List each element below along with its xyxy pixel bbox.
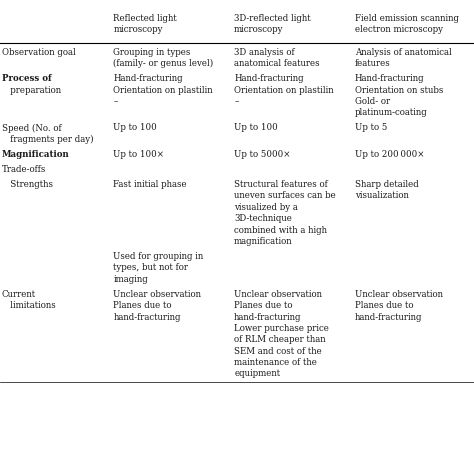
Text: uneven surfaces can be: uneven surfaces can be xyxy=(234,191,336,200)
Text: magnification: magnification xyxy=(234,236,293,245)
Text: Grouping in types: Grouping in types xyxy=(113,48,191,56)
Text: Fast initial phase: Fast initial phase xyxy=(113,180,187,188)
Text: Orientation on plastilin: Orientation on plastilin xyxy=(113,85,213,94)
Text: Current: Current xyxy=(2,289,36,298)
Text: Lower purchase price: Lower purchase price xyxy=(234,323,329,332)
Text: Up to 100: Up to 100 xyxy=(113,123,157,132)
Text: Up to 200 000×: Up to 200 000× xyxy=(355,150,425,158)
Text: Planes due to: Planes due to xyxy=(113,300,172,309)
Text: types, but not for: types, but not for xyxy=(113,263,188,272)
Text: Observation goal: Observation goal xyxy=(2,48,76,56)
Text: Hand-fracturing: Hand-fracturing xyxy=(234,74,304,83)
Text: –: – xyxy=(234,97,238,106)
Text: Unclear observation: Unclear observation xyxy=(355,289,443,298)
Text: anatomical features: anatomical features xyxy=(234,59,320,68)
Text: SEM and cost of the: SEM and cost of the xyxy=(234,346,322,355)
Text: equipment: equipment xyxy=(234,369,280,377)
Text: Gold- or: Gold- or xyxy=(355,97,390,106)
Text: Planes due to: Planes due to xyxy=(355,300,413,309)
Text: Analysis of anatomical: Analysis of anatomical xyxy=(355,48,452,56)
Text: Orientation on plastilin: Orientation on plastilin xyxy=(234,85,334,94)
Text: Up to 100: Up to 100 xyxy=(234,123,278,132)
Text: features: features xyxy=(355,59,391,68)
Text: Orientation on stubs: Orientation on stubs xyxy=(355,85,443,94)
Text: hand-fracturing: hand-fracturing xyxy=(355,312,422,321)
Text: Planes due to: Planes due to xyxy=(234,300,292,309)
Text: Hand-fracturing: Hand-fracturing xyxy=(355,74,425,83)
Text: hand-fracturing: hand-fracturing xyxy=(113,312,181,321)
Text: electron microscopy: electron microscopy xyxy=(355,25,443,34)
Text: platinum-coating: platinum-coating xyxy=(355,108,428,117)
Text: Up to 5: Up to 5 xyxy=(355,123,387,132)
Text: Reflected light: Reflected light xyxy=(113,14,177,23)
Text: Hand-fracturing: Hand-fracturing xyxy=(113,74,183,83)
Text: (family- or genus level): (family- or genus level) xyxy=(113,59,213,68)
Text: Up to 5000×: Up to 5000× xyxy=(234,150,291,158)
Text: fragments per day): fragments per day) xyxy=(2,134,93,144)
Text: visualized by a: visualized by a xyxy=(234,202,298,211)
Text: imaging: imaging xyxy=(113,274,148,283)
Text: Trade-offs: Trade-offs xyxy=(2,165,46,174)
Text: Sharp detailed: Sharp detailed xyxy=(355,180,419,188)
Text: maintenance of the: maintenance of the xyxy=(234,357,317,366)
Text: 3D analysis of: 3D analysis of xyxy=(234,48,295,56)
Text: Strengths: Strengths xyxy=(2,180,53,188)
Text: hand-fracturing: hand-fracturing xyxy=(234,312,301,321)
Text: microscopy: microscopy xyxy=(234,25,283,34)
Text: Structural features of: Structural features of xyxy=(234,180,328,188)
Text: 3D-reflected light: 3D-reflected light xyxy=(234,14,311,23)
Text: Field emission scanning: Field emission scanning xyxy=(355,14,459,23)
Text: –: – xyxy=(113,97,118,106)
Text: Process of: Process of xyxy=(2,74,52,83)
Text: Speed (No. of: Speed (No. of xyxy=(2,123,62,132)
Text: microscopy: microscopy xyxy=(113,25,163,34)
Text: Unclear observation: Unclear observation xyxy=(234,289,322,298)
Text: 3D-technique: 3D-technique xyxy=(234,214,292,223)
Text: Used for grouping in: Used for grouping in xyxy=(113,251,203,260)
Text: visualization: visualization xyxy=(355,191,409,200)
Text: Magnification: Magnification xyxy=(2,150,70,158)
Text: Up to 100×: Up to 100× xyxy=(113,150,164,158)
Text: of RLM cheaper than: of RLM cheaper than xyxy=(234,334,326,344)
Text: combined with a high: combined with a high xyxy=(234,225,327,234)
Text: Unclear observation: Unclear observation xyxy=(113,289,201,298)
Text: preparation: preparation xyxy=(2,85,61,94)
Text: limitations: limitations xyxy=(2,300,55,309)
